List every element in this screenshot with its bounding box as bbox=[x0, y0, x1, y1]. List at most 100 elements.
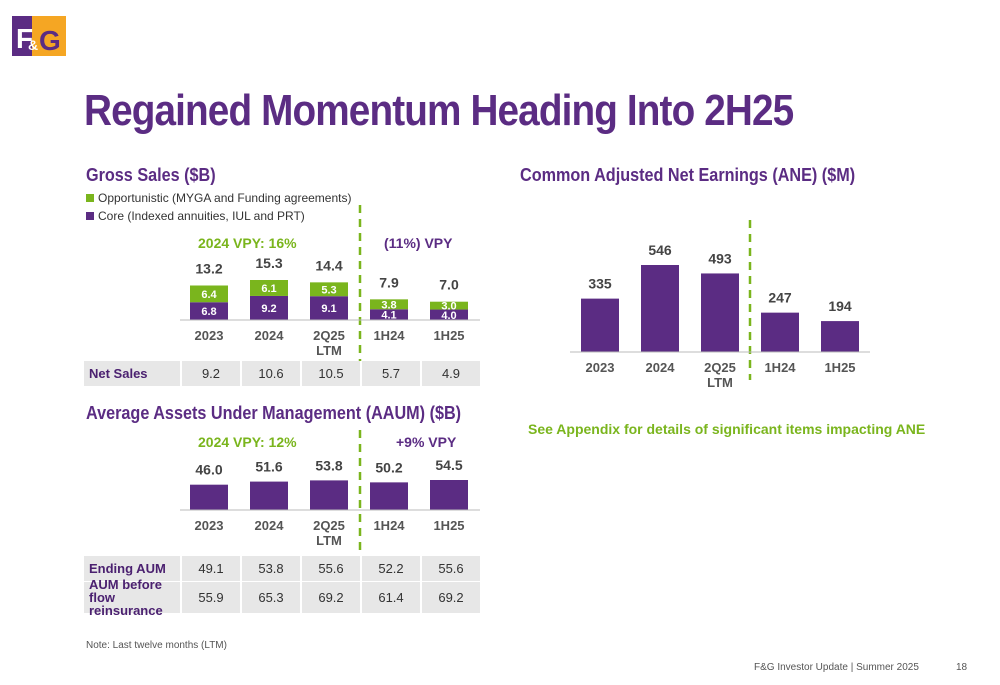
category-label: LTM bbox=[707, 375, 733, 390]
page-number: 18 bbox=[956, 662, 968, 673]
ending-aum-cell: 53.8 bbox=[240, 556, 300, 581]
total-data-label: 7.0 bbox=[439, 277, 459, 293]
aum-table: Ending AUM 49.1 53.8 55.6 52.2 55.6 AUM … bbox=[84, 556, 480, 617]
category-label: 2Q25 bbox=[704, 360, 736, 375]
aum-before-row: AUM before flow reinsurance 55.9 65.3 69… bbox=[84, 578, 480, 617]
aum-before-label: AUM before flow reinsurance bbox=[84, 578, 180, 617]
net-sales-cell: 10.5 bbox=[300, 361, 360, 386]
core-bar bbox=[370, 309, 408, 320]
category-label: 2023 bbox=[195, 328, 224, 343]
net-sales-table: Net Sales 9.2 10.6 10.5 5.7 4.9 bbox=[84, 361, 480, 387]
svg-text:&: & bbox=[28, 37, 38, 53]
opportunistic-data-label: 6.1 bbox=[261, 283, 276, 295]
category-label: 2Q25 bbox=[313, 518, 345, 533]
legend-swatch-green bbox=[86, 194, 94, 202]
ane-bar bbox=[641, 265, 679, 352]
ending-aum-label: Ending AUM bbox=[84, 556, 180, 581]
aaum-data-label: 46.0 bbox=[195, 462, 222, 478]
net-sales-label: Net Sales bbox=[84, 361, 180, 386]
svg-text:G: G bbox=[39, 25, 61, 56]
opportunistic-bar bbox=[430, 301, 468, 310]
ending-aum-cell: 52.2 bbox=[360, 556, 420, 581]
aaum-data-label: 54.5 bbox=[435, 457, 462, 473]
category-label: 2023 bbox=[586, 360, 615, 375]
total-data-label: 7.9 bbox=[379, 274, 399, 290]
ane-bar bbox=[581, 298, 619, 352]
aaum-data-label: 50.2 bbox=[375, 459, 402, 475]
category-label: 1H25 bbox=[433, 328, 464, 343]
core-data-label: 6.8 bbox=[201, 306, 216, 318]
category-label: 2023 bbox=[195, 518, 224, 533]
ane-bar bbox=[821, 321, 859, 352]
gross-sales-vpy-left: 2024 VPY: 16% bbox=[198, 235, 297, 251]
category-label: 1H25 bbox=[824, 360, 855, 375]
category-label: LTM bbox=[316, 343, 342, 358]
ane-data-label: 546 bbox=[648, 242, 672, 258]
ane-bar bbox=[761, 312, 799, 352]
category-label: 2024 bbox=[646, 360, 676, 375]
core-data-label: 9.1 bbox=[321, 303, 336, 315]
ending-aum-cell: 55.6 bbox=[300, 556, 360, 581]
aaum-vpy-right: +9% VPY bbox=[396, 434, 457, 450]
ending-aum-row: Ending AUM 49.1 53.8 55.6 52.2 55.6 bbox=[84, 556, 480, 582]
ane-data-label: 194 bbox=[828, 298, 852, 314]
aaum-bar bbox=[190, 484, 228, 510]
core-bar bbox=[190, 302, 228, 320]
aaum-title: Average Assets Under Management (AAUM) (… bbox=[86, 403, 462, 423]
total-data-label: 15.3 bbox=[255, 255, 282, 271]
opportunistic-data-label: 5.3 bbox=[321, 284, 336, 296]
gross-sales-chart: 6.8 6.4 13.2 9.2 6.1 15.3 9.1 5.3 14.4 4.13.8 7.9 4… bbox=[180, 205, 480, 365]
aum-before-cell: 69.2 bbox=[420, 582, 480, 613]
opportunistic-bar bbox=[310, 282, 348, 297]
category-label: 1H24 bbox=[373, 328, 405, 343]
ane-data-label: 247 bbox=[768, 290, 792, 306]
aum-before-cell: 55.9 bbox=[180, 582, 240, 613]
ane-data-label: 335 bbox=[588, 276, 612, 292]
legend-swatch-purple bbox=[86, 212, 94, 220]
net-sales-cell: 10.6 bbox=[240, 361, 300, 386]
category-label: LTM bbox=[316, 533, 342, 548]
ane-data-label: 493 bbox=[708, 250, 732, 266]
page-title: Regained Momentum Heading Into 2H25 bbox=[84, 86, 794, 135]
ane-bar bbox=[701, 273, 739, 352]
aaum-bar bbox=[430, 480, 468, 510]
opportunistic-data-label: 6.4 bbox=[201, 289, 217, 301]
category-label: 1H24 bbox=[373, 518, 405, 533]
fg-logo: F & G bbox=[12, 16, 66, 56]
net-sales-cell: 5.7 bbox=[360, 361, 420, 386]
ending-aum-cell: 49.1 bbox=[180, 556, 240, 581]
ending-aum-cell: 55.6 bbox=[420, 556, 480, 581]
legend-opportunistic: Opportunistic (MYGA and Funding agreemen… bbox=[86, 191, 351, 205]
gross-sales-title: Gross Sales ($B) bbox=[86, 165, 216, 185]
aaum-vpy-left: 2024 VPY: 12% bbox=[198, 434, 297, 450]
core-bar bbox=[250, 295, 288, 320]
core-data-label: 4.0 bbox=[441, 310, 456, 322]
opportunistic-bar bbox=[190, 285, 228, 303]
category-label: 1H24 bbox=[764, 360, 796, 375]
footer-source: F&G Investor Update | Summer 2025 bbox=[754, 662, 919, 673]
core-data-label: 9.2 bbox=[261, 303, 276, 315]
aaum-data-label: 51.6 bbox=[255, 459, 282, 475]
legend-core: Core (Indexed annuities, IUL and PRT) bbox=[86, 209, 305, 223]
legend-opportunistic-label: Opportunistic (MYGA and Funding agreemen… bbox=[98, 191, 352, 205]
opportunistic-bar bbox=[370, 299, 408, 310]
footer-note: Note: Last twelve months (LTM) bbox=[86, 640, 227, 651]
aum-before-cell: 65.3 bbox=[240, 582, 300, 613]
net-sales-row: Net Sales 9.2 10.6 10.5 5.7 4.9 bbox=[84, 361, 480, 387]
category-label: 2024 bbox=[255, 518, 285, 533]
core-bar bbox=[310, 296, 348, 320]
ane-title: Common Adjusted Net Earnings (ANE) ($M) bbox=[520, 165, 856, 185]
aaum-bar bbox=[250, 481, 288, 510]
aaum-bar bbox=[370, 482, 408, 510]
ane-appendix-note: See Appendix for details of significant … bbox=[528, 421, 926, 437]
net-sales-cell: 9.2 bbox=[180, 361, 240, 386]
opportunistic-data-label: 3.0 bbox=[441, 301, 456, 313]
core-data-label: 4.1 bbox=[381, 310, 396, 322]
total-data-label: 14.4 bbox=[315, 257, 342, 273]
category-label: 2024 bbox=[255, 328, 285, 343]
total-data-label: 13.2 bbox=[195, 260, 222, 276]
net-sales-cell: 4.9 bbox=[420, 361, 480, 386]
svg-text:F: F bbox=[16, 23, 33, 54]
